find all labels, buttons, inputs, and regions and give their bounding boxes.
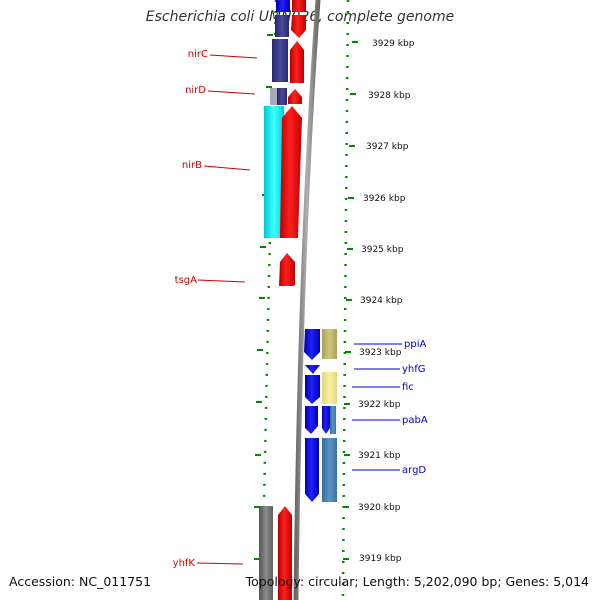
gene-label-nirB[interactable]: nirB xyxy=(182,160,202,171)
scale-label: 3926 kbp xyxy=(363,194,406,204)
gene-arrow-tsgA xyxy=(279,253,295,286)
gene-arrow-pabA-2 xyxy=(322,406,330,434)
gene-bar-nirD xyxy=(277,88,287,105)
gene-arrow-pabA xyxy=(305,406,318,434)
connector-nirC xyxy=(209,54,258,59)
gene-arrow-fic xyxy=(305,375,320,404)
gene-bar-nirC xyxy=(272,39,288,82)
gene-bar-nirB xyxy=(264,106,284,238)
scale-label: 3927 kbp xyxy=(366,142,409,152)
genome-backbone xyxy=(293,0,321,600)
gene-arrow-nirC xyxy=(290,41,304,83)
gene-arrow-yhfK xyxy=(278,506,292,600)
scale-label: 3924 kbp xyxy=(360,296,403,306)
gene-bar-top-blue xyxy=(276,0,290,12)
gene-arrow-argD xyxy=(305,438,319,502)
ruler-right-ticks xyxy=(343,41,358,560)
connector-yhfK xyxy=(196,562,244,565)
gene-label-argD[interactable]: argD xyxy=(402,465,426,476)
scale-label: 3921 kbp xyxy=(358,451,401,461)
scale-label: 3925 kbp xyxy=(361,245,404,255)
gene-bar-ppiA xyxy=(322,329,337,359)
connector-tsgA xyxy=(197,279,246,283)
gene-bar-top-red xyxy=(292,0,306,12)
gene-arrow-yhfG xyxy=(305,365,320,374)
scale-label: 3922 kbp xyxy=(358,400,401,410)
gene-bar-nirD-gray xyxy=(270,88,278,105)
scale-label: 3919 kbp xyxy=(359,554,402,564)
connector-nirB xyxy=(203,165,251,171)
gene-label-tsgA[interactable]: tsgA xyxy=(175,275,197,286)
gene-bar-top-red-2 xyxy=(291,15,306,38)
scale-label: 3928 kbp xyxy=(368,91,411,101)
connector-nirD xyxy=(207,90,256,95)
scale-label: 3920 kbp xyxy=(358,503,401,513)
gene-arrow-ppiA xyxy=(304,329,320,360)
gene-label-yhfG[interactable]: yhfG xyxy=(402,364,426,375)
gene-label-pabA[interactable]: pabA xyxy=(402,415,428,426)
gene-arrow-nirB xyxy=(280,106,302,238)
gene-bar-pabA xyxy=(330,406,336,434)
gene-label-nirC[interactable]: nirC xyxy=(188,49,208,60)
scale-label: 3929 kbp xyxy=(372,39,415,49)
gene-bar-top-slate xyxy=(275,15,289,37)
gene-label-nirD[interactable]: nirD xyxy=(185,85,206,96)
scale-label: 3923 kbp xyxy=(359,348,402,358)
gene-arrow-nirD xyxy=(288,89,302,104)
gene-bar-yhfK xyxy=(259,506,273,600)
topology-text: Topology: circular; Length: 5,202,090 bp… xyxy=(245,574,589,589)
gene-bar-argD xyxy=(322,438,337,502)
accession-text: Accession: NC_011751 xyxy=(9,574,152,589)
gene-bar-fic xyxy=(322,372,337,404)
gene-label-fic[interactable]: fic xyxy=(402,382,414,393)
gene-label-yhfK[interactable]: yhfK xyxy=(173,558,196,569)
gene-label-ppiA[interactable]: ppiA xyxy=(404,339,426,350)
